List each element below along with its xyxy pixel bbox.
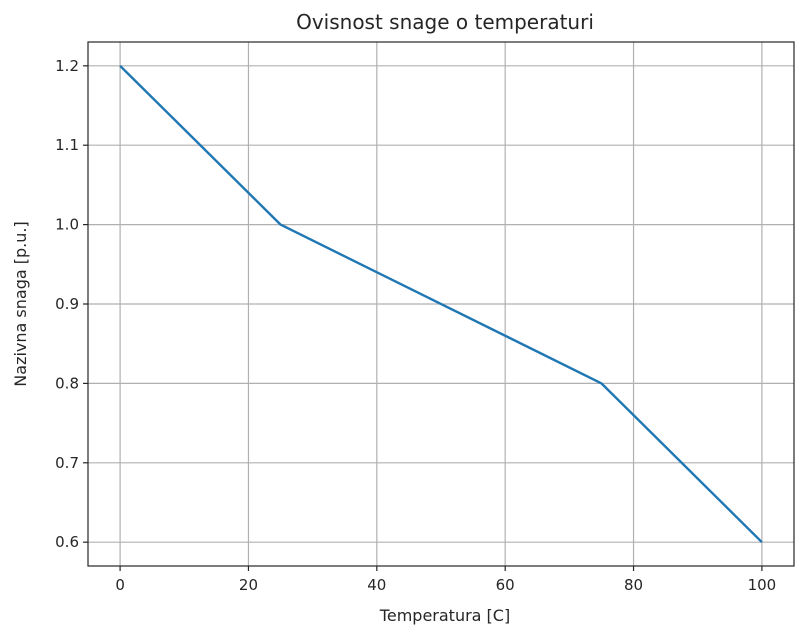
chart-title: Ovisnost snage o temperaturi: [296, 10, 594, 34]
x-tick-label: 0: [115, 576, 125, 594]
y-tick-label: 1.2: [55, 57, 79, 75]
y-tick-label: 0.7: [55, 454, 79, 472]
y-tick-label: 0.6: [55, 533, 79, 551]
x-tick-label: 80: [624, 576, 643, 594]
x-axis-label: Temperatura [C]: [379, 606, 510, 625]
ticks: 0 20 40 60 80 100 0.6 0.7 0.8 0.9 1.0 1.1 1.2: [55, 57, 776, 594]
x-tick-label: 40: [367, 576, 386, 594]
y-tick-label: 1.1: [55, 136, 79, 154]
series-layer: [119, 64, 763, 544]
y-tick-label: 0.9: [55, 295, 79, 313]
series-line: [119, 64, 763, 544]
y-axis-label: Nazivna snaga [p.u.]: [11, 221, 30, 386]
x-tick-label: 60: [496, 576, 515, 594]
x-tick-label: 100: [748, 576, 777, 594]
x-tick-label: 20: [239, 576, 258, 594]
y-tick-label: 1.0: [55, 216, 79, 234]
grid: [88, 42, 794, 566]
y-tick-label: 0.8: [55, 374, 79, 392]
